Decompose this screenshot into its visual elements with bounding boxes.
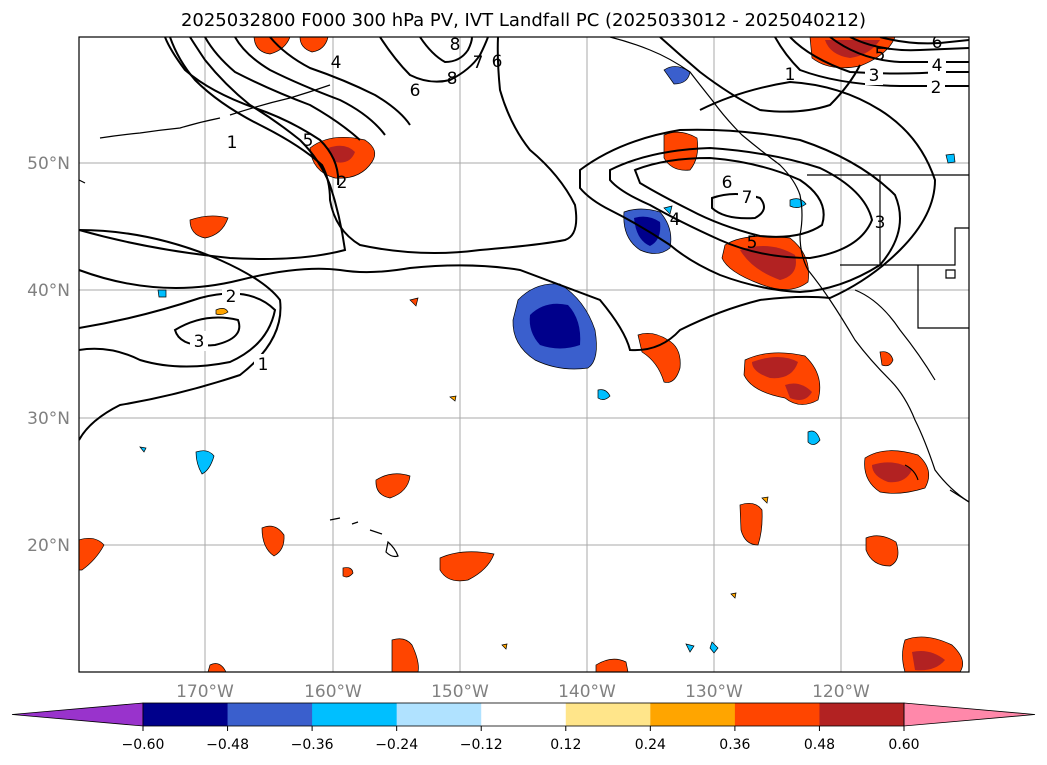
lon-label: 150°W — [431, 682, 489, 702]
colorbar-tick-label: −0.36 — [291, 737, 334, 753]
colorbar-tick-label: 0.12 — [550, 737, 581, 753]
lon-label: 140°W — [558, 682, 616, 702]
lat-label: 30°N — [27, 409, 70, 429]
contour-label: 5 — [303, 131, 314, 151]
map-panel — [79, 37, 969, 672]
contour-label: 3 — [875, 213, 886, 233]
colorbar-tick-label: −0.12 — [460, 737, 503, 753]
colorbar-segment — [227, 703, 313, 726]
contour-label: 1 — [227, 133, 238, 153]
contour-label: 8 — [450, 35, 461, 55]
contour-label: 4 — [331, 53, 342, 73]
colorbar-tick-label: 0.36 — [719, 737, 750, 753]
colorbar-tick-label: −0.24 — [375, 737, 418, 753]
contour-label: 1 — [785, 65, 796, 85]
negative-anomaly-areas — [139, 66, 956, 654]
contour-labels: 2 3 1 1 2 5 6 8 7 6 8 4 6 7 5 4 3 1 2 3 — [190, 33, 946, 375]
latitude-labels: 50°N 40°N 30°N 20°N — [27, 154, 70, 556]
contour-label: 2 — [337, 173, 348, 193]
colorbar-tick-label: −0.48 — [206, 737, 249, 753]
lon-label: 160°W — [304, 682, 362, 702]
colorbar: −0.60 −0.48 −0.36 −0.24 −0.12 0.12 0.24 0.36 0.4… — [11, 702, 1036, 753]
colorbar-tick-label: 0.48 — [804, 737, 835, 753]
colorbar-segment — [650, 703, 736, 726]
lat-label: 40°N — [27, 281, 70, 301]
contour-label: 6 — [722, 173, 733, 193]
lat-label: 20°N — [27, 536, 70, 556]
lat-label: 50°N — [27, 154, 70, 174]
colorbar-segment — [565, 703, 651, 726]
contour-label: 4 — [670, 210, 681, 230]
colorbar-segment — [143, 703, 229, 726]
contour-label: 7 — [473, 53, 484, 73]
colorbar-segment — [734, 703, 820, 726]
contour-label: 3 — [194, 332, 205, 352]
contour-label: 6 — [492, 52, 503, 72]
colorbar-tick-label: 0.24 — [635, 737, 666, 753]
colorbar-border — [142, 702, 905, 727]
colorbar-tick-label: 0.60 — [888, 737, 919, 753]
lon-label: 120°W — [812, 682, 870, 702]
contour-label: 2 — [931, 78, 942, 98]
colorbar-segment — [819, 703, 905, 726]
contour-label: 1 — [258, 355, 269, 375]
colorbar-segment — [396, 703, 482, 726]
chart-title: 2025032800 F000 300 hPa PV, IVT Landfall… — [180, 10, 867, 31]
contour-label: 4 — [932, 56, 943, 76]
contour-label: 6 — [932, 33, 943, 53]
contour-label: 6 — [410, 81, 421, 101]
pv-contours — [79, 37, 969, 441]
colorbar-tick-label: −0.60 — [122, 737, 165, 753]
colorbar-extend-right — [903, 702, 1036, 727]
contour-label: 8 — [447, 69, 458, 89]
contour-label: 7 — [742, 188, 753, 208]
lon-label: 170°W — [176, 682, 234, 702]
longitude-labels: 170°W 160°W 150°W 140°W 130°W 120°W — [176, 682, 870, 702]
map-border — [78, 36, 970, 673]
colorbar-extend-left — [11, 702, 144, 727]
contour-label: 5 — [747, 233, 758, 253]
lon-label: 130°W — [685, 682, 743, 702]
contour-label: 5 — [875, 45, 886, 65]
contour-label: 2 — [226, 287, 237, 307]
colorbar-segment — [481, 703, 567, 726]
colorbar-segment — [312, 703, 398, 726]
contour-label: 3 — [869, 66, 880, 86]
